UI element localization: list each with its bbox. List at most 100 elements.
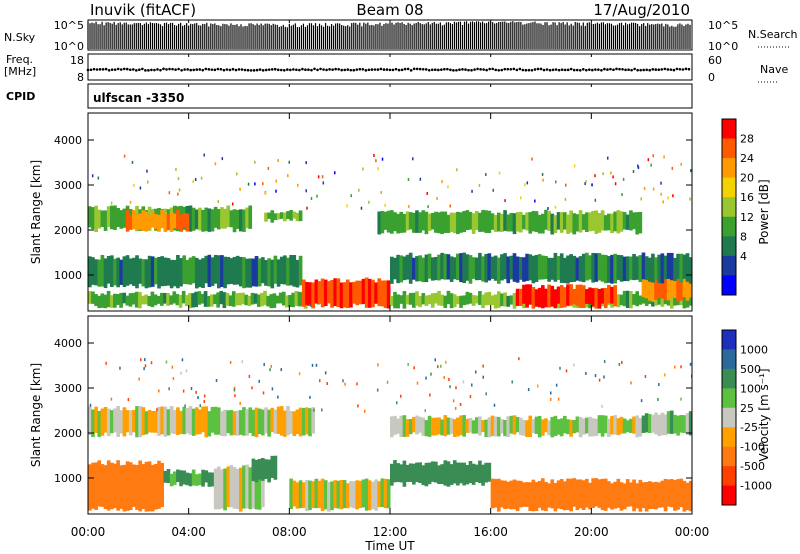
heatmap-cell: [275, 295, 280, 304]
heatmap-speckle: [386, 380, 389, 384]
freq-point: [110, 68, 114, 71]
heatmap-cell: [421, 210, 426, 231]
colorbar-tick-label: -1000: [740, 480, 772, 493]
heatmap-cell: [273, 255, 278, 284]
heatmap-speckle: [317, 175, 320, 179]
heatmap-speckle: [475, 370, 477, 374]
heatmap-cell: [622, 212, 627, 230]
heatmap-cell: [654, 481, 658, 510]
heatmap-cell: [116, 208, 120, 227]
heatmap-cell: [569, 478, 573, 512]
heatmap-cell: [182, 406, 187, 435]
heatmap-cell: [641, 252, 646, 280]
heatmap-cell: [669, 252, 674, 281]
heatmap-cell: [553, 289, 558, 308]
heatmap-cell: [163, 406, 168, 437]
freq-point: [467, 68, 470, 72]
velocity-colorbar-label: Velocity [m s⁻¹]: [757, 368, 771, 461]
heatmap-cell: [119, 259, 124, 285]
freq-point: [273, 67, 277, 71]
heatmap-cell: [314, 279, 319, 304]
heatmap-cell: [210, 209, 215, 232]
colorbar-swatch: [722, 349, 736, 370]
heatmap-speckle: [315, 363, 318, 367]
colorbar-swatch: [722, 407, 736, 428]
heatmap-cell: [402, 460, 407, 487]
heatmap-cell: [266, 295, 270, 307]
freq-point: [578, 68, 582, 72]
freq-point: [195, 68, 199, 71]
heatmap-cell: [525, 420, 529, 438]
freq-point: [283, 68, 286, 72]
heatmap-cell: [440, 211, 444, 235]
heatmap-cell: [503, 210, 507, 231]
heatmap-cell: [594, 418, 599, 436]
heatmap-cell: [213, 254, 218, 284]
heatmap-cell: [647, 481, 652, 509]
freq-point: [675, 67, 679, 71]
heatmap-speckle: [485, 392, 488, 396]
heatmap-cell: [308, 408, 312, 437]
heatmap-cell: [434, 211, 438, 233]
heatmap-cell: [223, 468, 227, 511]
heatmap-cell: [572, 419, 577, 434]
heatmap-cell: [682, 415, 687, 434]
heatmap-cell: [390, 210, 394, 234]
heatmap-cell: [119, 292, 123, 308]
heatmap-speckle: [110, 397, 113, 401]
heatmap-cell: [305, 282, 309, 306]
heatmap-cell: [446, 290, 451, 305]
heatmap-cell: [669, 275, 674, 297]
heatmap-cell: [100, 464, 105, 507]
heatmap-cell: [241, 292, 245, 305]
heatmap-speckle: [640, 197, 643, 201]
heatmap-cell: [509, 255, 514, 280]
heatmap-cell: [220, 207, 224, 229]
heatmap-cell: [109, 295, 114, 308]
heatmap-speckle: [363, 409, 366, 413]
heatmap-cell: [607, 213, 611, 231]
heatmap-speckle: [396, 401, 398, 405]
heatmap-speckle: [263, 363, 265, 367]
heatmap-cell: [629, 210, 633, 231]
heatmap-cell: [402, 213, 407, 233]
range-tick-label: 4000: [54, 134, 82, 147]
heatmap-speckle: [140, 358, 142, 362]
heatmap-cell: [588, 416, 592, 437]
heatmap-speckle: [614, 182, 617, 186]
heatmap-cell: [660, 294, 665, 307]
heatmap-cell: [559, 253, 564, 283]
heatmap-cell: [679, 414, 684, 433]
heatmap-cell: [515, 480, 520, 512]
heatmap-cell: [588, 212, 592, 232]
heatmap-cell: [270, 210, 275, 223]
heatmap-cell: [408, 419, 413, 435]
heatmap-cell: [528, 212, 533, 234]
freq-point: [92, 67, 96, 71]
velocity-ylabel: Slant Range [km]: [29, 363, 43, 467]
heatmap-speckle: [671, 166, 674, 170]
heatmap-cell: [456, 296, 460, 305]
heatmap-speckle: [150, 361, 153, 365]
freq-point: [639, 68, 642, 72]
heatmap-cell: [669, 479, 674, 508]
heatmap-speckle: [557, 397, 560, 401]
heatmap-speckle: [384, 203, 386, 207]
heatmap-cell: [509, 480, 514, 510]
heatmap-speckle: [305, 189, 307, 193]
heatmap-speckle: [637, 164, 639, 168]
colorbar-swatch: [722, 197, 736, 218]
freq-point: [636, 68, 639, 72]
heatmap-cell: [581, 285, 586, 308]
heatmap-cell: [134, 291, 139, 308]
colorbar-swatch: [722, 138, 736, 159]
heatmap-cell: [588, 482, 592, 510]
heatmap-cell: [578, 417, 583, 438]
heatmap-cell: [292, 480, 297, 507]
heatmap-cell: [591, 252, 595, 283]
heatmap-cell: [122, 208, 127, 228]
heatmap-cell: [188, 205, 193, 232]
freq-point: [337, 67, 340, 71]
heatmap-cell: [462, 295, 466, 306]
heatmap-cell: [283, 410, 287, 437]
